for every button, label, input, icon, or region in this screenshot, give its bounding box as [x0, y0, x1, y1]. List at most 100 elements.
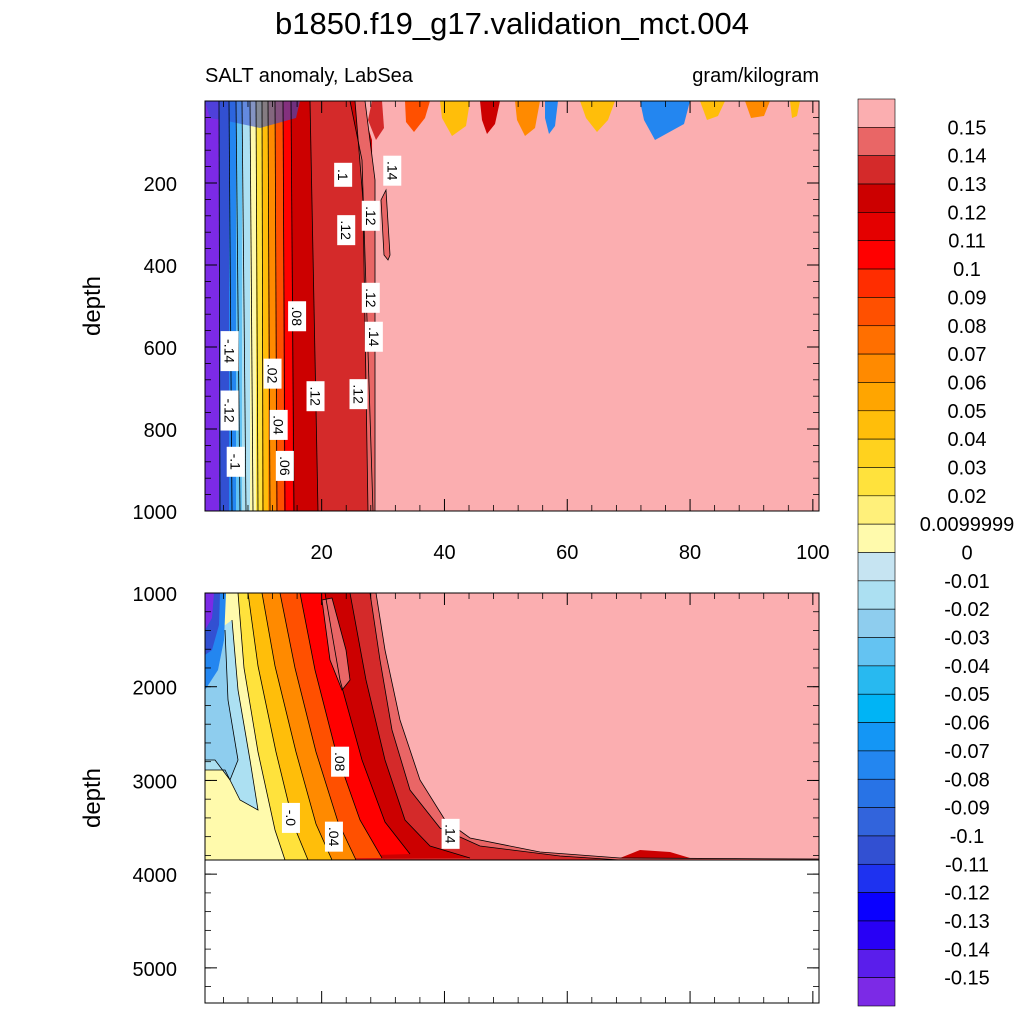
contour-label: .1 [334, 162, 353, 187]
contour-label-text: .08 [332, 752, 348, 772]
colorbar-label: -0.01 [944, 571, 990, 593]
contour-label-text: .12 [308, 386, 324, 406]
colorbar-swatch [857, 212, 896, 242]
lower-axes: 1000 2000 3000 4000 5000 [133, 584, 819, 1003]
colorbar-swatch [857, 353, 896, 383]
colorbar-label: 0.04 [948, 429, 987, 451]
contour-label-box [361, 282, 380, 313]
colorbar-label: 0.1 [953, 259, 981, 281]
colorbar-label: 0.03 [948, 457, 987, 479]
colorbar-swatch [857, 778, 896, 808]
surface-wave-4 [480, 101, 500, 134]
colorbar-swatch [857, 949, 896, 978]
contour-label: .04 [324, 821, 343, 852]
contour-label-box [364, 321, 383, 352]
contour-label-box [361, 200, 380, 231]
colorbar-label: 0.14 [948, 146, 987, 168]
colorbar-label: -0.07 [944, 741, 990, 763]
colorbar-swatch [857, 637, 896, 667]
upper-panel: -.14 -.12 -.1 .02 .04 .06 .08 .12 .12 .1 .12 .12 .12… [79, 100, 830, 564]
colorbar-label: -0.11 [945, 854, 989, 876]
colorbar-swatch [857, 382, 896, 412]
colorbar-label: 0.07 [948, 344, 987, 366]
contour-label: .12 [361, 282, 380, 313]
y-tick-label: 5000 [133, 959, 178, 981]
x-tick-label: 20 [311, 542, 333, 564]
contour-label-text: -.14 [222, 339, 238, 363]
colorbar-label: -0.08 [944, 769, 990, 791]
colorbar-label: -0.02 [944, 599, 990, 621]
y-tick-label: 1000 [133, 502, 178, 524]
surface-wave-7 [580, 101, 615, 132]
y-tick-label: 200 [144, 174, 177, 196]
colorbar-swatch [857, 892, 896, 922]
colorbar-swatch [857, 467, 896, 497]
colorbar-label: -0.1 [950, 826, 984, 848]
y-tick-label: 2000 [133, 678, 178, 700]
colorbar-swatch [857, 523, 896, 553]
band-neg-015 [205, 101, 221, 511]
contour-label-text: .04 [271, 415, 287, 435]
lower-contour-lines [205, 593, 819, 861]
contour-label: .12 [337, 215, 356, 246]
contour-label: .02 [263, 358, 282, 389]
colorbar-label: -0.06 [944, 713, 990, 735]
contour-label-box [275, 450, 294, 481]
contour-label-box [324, 821, 343, 852]
contour-label: -.1 [226, 446, 245, 477]
colorbar-label: -0.12 [944, 883, 990, 905]
x-tick-label: 60 [556, 542, 578, 564]
band-pos-014-tongue [381, 190, 390, 260]
subtitle-left: SALT anomaly, LabSea [205, 65, 414, 87]
contour-label-text: .12 [351, 384, 367, 404]
surface-wave-2 [405, 101, 430, 132]
y-tick-label: 1000 [133, 584, 178, 606]
contour-label-text: -.0 [283, 810, 299, 827]
contour-label: .14 [364, 321, 383, 352]
y-tick-label: 600 [144, 338, 177, 360]
colorbar-swatch [857, 722, 896, 752]
surface-wave-1 [368, 101, 384, 140]
colorbar-swatch [857, 665, 896, 695]
colorbar-swatch [857, 863, 896, 893]
contour-label-text: .04 [326, 827, 342, 847]
colorbar-label: -0.09 [944, 798, 990, 820]
contour-label-box [306, 381, 325, 412]
contour-label-box [281, 802, 300, 833]
colorbar: 0.15 0.14 0.13 0.12 0.11 0.1 0.09 0.08 0.07 0.06 0… [857, 98, 1015, 1007]
colorbar-swatch [857, 807, 896, 837]
colorbar-label: -0.04 [944, 656, 990, 678]
contour-label: .14 [441, 818, 460, 849]
contour-label-box [334, 162, 353, 187]
contour-label-text: .08 [289, 307, 305, 327]
surface-wave-5 [515, 101, 540, 136]
colorbar-swatch [857, 297, 896, 327]
surface-wave-9 [700, 101, 725, 120]
colorbar-label: 0.06 [948, 372, 987, 394]
y-tick-label: 3000 [133, 771, 178, 793]
y-tick-label: 400 [144, 256, 177, 278]
contour-label-box [220, 390, 239, 431]
colorbar-swatch [857, 183, 896, 213]
contour-label-box [331, 746, 350, 777]
colorbar-label: 0 [961, 543, 972, 565]
colorbar-label: 0.0099999 [920, 514, 1015, 536]
colorbar-label: 0.09 [948, 287, 987, 309]
contour-label-box [383, 155, 402, 186]
below-bottom [205, 860, 819, 1003]
contour-label: -.14 [220, 331, 239, 372]
lower-plot-frame [204, 592, 820, 1004]
lower-panel: .08 -.0 .04 .14 1000 2000 3000 4000 5000 depth [79, 584, 820, 1004]
upper-contour-lines [218, 101, 391, 511]
surface-wave-6 [545, 101, 558, 134]
figure-title: b1850.f19_g17.validation_mct.004 [275, 6, 749, 41]
surface-wave-8 [640, 101, 690, 140]
colorbar-label: -0.03 [944, 628, 990, 650]
colorbar-swatch [857, 608, 896, 638]
band-pos-009 [275, 101, 285, 511]
colorbar-label: 0.13 [948, 174, 987, 196]
contour-label-text: .14 [366, 327, 382, 347]
contour-label: -.12 [220, 390, 239, 431]
colorbar-swatch [857, 495, 896, 525]
